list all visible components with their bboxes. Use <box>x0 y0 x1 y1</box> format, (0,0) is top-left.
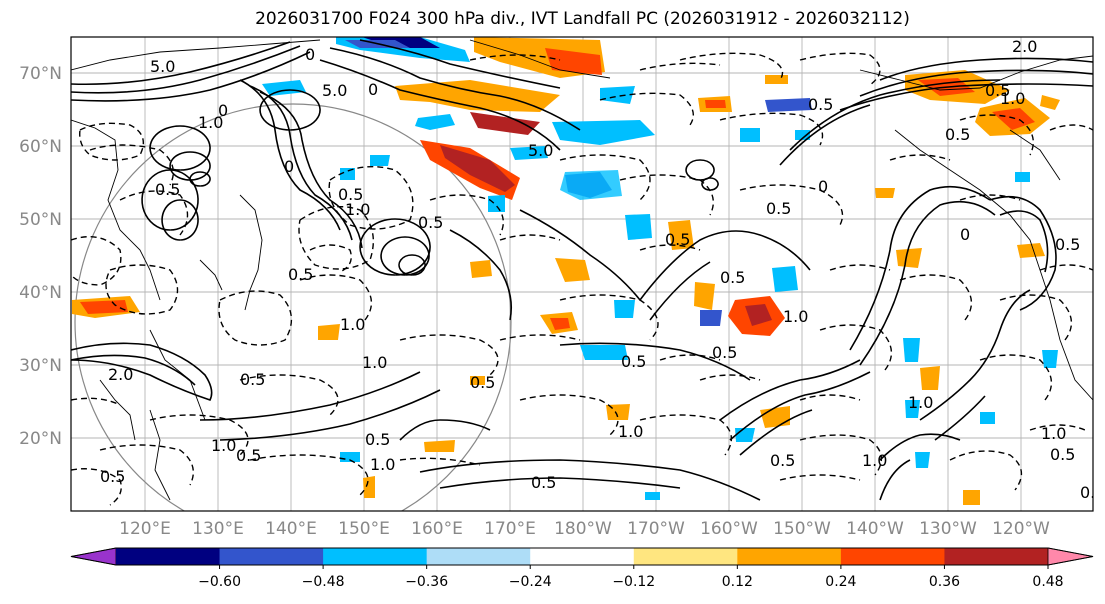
longitude-label: 160°E <box>411 519 463 539</box>
contour-label: 1.0 <box>345 200 370 219</box>
contour-label: 0.5 <box>288 265 313 284</box>
colorbar-outline <box>70 547 1094 566</box>
colorbar-segment <box>840 548 945 565</box>
contour-label: 0.5 <box>418 213 443 232</box>
div-positive-contours <box>71 39 1093 501</box>
colorbar-segment <box>530 548 635 565</box>
longitude-label: 120°E <box>119 519 171 539</box>
latitude-label: 50°N <box>19 210 62 230</box>
range-circle <box>74 103 512 511</box>
contour-label: 0.5 <box>155 180 180 199</box>
latitude-labels: 70°N 60°N 50°N 40°N 30°N 20°N <box>19 64 62 449</box>
contour-label: 2.0 <box>108 365 133 384</box>
contour-label: 2.0 <box>1012 37 1037 56</box>
contour-labels: 5.001.05.000.51.000.55.02.00.51.00.50.50… <box>100 37 1105 502</box>
contour-label: 1.0 <box>862 451 887 470</box>
contour-label: 0.5 <box>1050 445 1075 464</box>
latitude-label: 70°N <box>19 64 62 84</box>
colorbar-tick-label: 0.12 <box>722 574 753 590</box>
colorbar-tick-label: −0.24 <box>509 574 552 590</box>
longitude-label: 140°W <box>846 519 904 539</box>
contour-label: 0.5 <box>621 352 646 371</box>
contour-label: 0.5 <box>470 373 495 392</box>
colorbar-extend-low <box>70 547 117 566</box>
contour-label: 5.0 <box>150 57 175 76</box>
colorbar-tick-label: 0.36 <box>929 574 960 590</box>
colorbar-tick-labels: −0.60 −0.48 −0.36 −0.24 −0.12 0.12 0.24 0.36 0.4… <box>198 565 1064 590</box>
contour-label: 0.5 <box>712 343 737 362</box>
colorbar-tick-label: 0.48 <box>1032 574 1063 590</box>
colorbar-segment <box>426 548 531 565</box>
longitude-label: 150°E <box>338 519 390 539</box>
coastlines <box>71 39 1093 501</box>
contour-label: 0 <box>818 177 828 196</box>
contour-label: 0.5 <box>1055 235 1080 254</box>
colorbar <box>70 547 1094 566</box>
contour-label: 0.5 <box>945 125 970 144</box>
colorbar-tick-label: −0.48 <box>302 574 345 590</box>
contour-label: 0.5 <box>766 199 791 218</box>
contour-label: 0 <box>960 225 970 244</box>
contour-label: 0.5 <box>531 473 556 492</box>
contour-label: 1.0 <box>908 393 933 412</box>
contour-label: 1.0 <box>211 436 236 455</box>
contour-label: 1.0 <box>618 422 643 441</box>
contour-label: 5.0 <box>528 141 553 160</box>
map-frame <box>70 36 1094 512</box>
contour-label: 0.5 <box>338 185 363 204</box>
longitude-label: 150°W <box>773 519 831 539</box>
colorbar-segment <box>944 548 1049 565</box>
latitude-label: 60°N <box>19 137 62 157</box>
contour-label: 5.0 <box>322 81 347 100</box>
colorbar-tick-label: 0.24 <box>825 574 856 590</box>
contour-label: 1.0 <box>1000 89 1025 108</box>
contour-label: 0.5 <box>808 95 833 114</box>
colorbar-segment <box>219 548 324 565</box>
longitude-label: 170°W <box>627 519 685 539</box>
contour-label: 1.0 <box>370 455 395 474</box>
contour-label: 0 <box>284 157 294 176</box>
contour-label: 1.0 <box>340 315 365 334</box>
contour-label: 0.5 <box>240 370 265 389</box>
contour-label: 1.0 <box>198 113 223 132</box>
colorbar-segment <box>323 548 428 565</box>
contour-label: 0.5 <box>665 230 690 249</box>
longitude-label: 130°E <box>192 519 244 539</box>
longitude-label: 170°E <box>484 519 536 539</box>
contour-label: 1.0 <box>1041 424 1066 443</box>
divergence-shading <box>72 37 1060 505</box>
contour-label: 0.5 <box>236 446 261 465</box>
contour-label: 0.5 <box>985 81 1010 100</box>
contour-label: 0.5 <box>720 268 745 287</box>
longitude-label: 140°E <box>265 519 317 539</box>
contour-label: 0.5 <box>365 430 390 449</box>
contour-label: 0 <box>368 80 378 99</box>
latitude-label: 30°N <box>19 356 62 376</box>
contour-label: 1.0 <box>362 353 387 372</box>
colorbar-segment <box>737 548 842 565</box>
latitude-label: 40°N <box>19 283 62 303</box>
colorbar-extend-high <box>1047 547 1094 566</box>
longitude-label: 160°W <box>700 519 758 539</box>
longitude-labels: 120°E 130°E 140°E 150°E 160°E 170°E 180°W 170°W… <box>119 519 1050 539</box>
contour-label: 1.0 <box>783 307 808 326</box>
colorbar-tick-label: −0.12 <box>612 574 655 590</box>
colorbar-tick-label: −0.60 <box>198 574 241 590</box>
colorbar-tick-label: −0.36 <box>405 574 448 590</box>
longitude-label: 130°W <box>919 519 977 539</box>
contour-label: 0 <box>305 45 315 64</box>
contour-label: 0.5 <box>770 451 795 470</box>
contour-label: 0.5 <box>1080 483 1105 502</box>
longitude-label: 120°W <box>992 519 1050 539</box>
map-title: 2026031700 F024 300 hPa div., IVT Landfa… <box>255 9 910 29</box>
contour-label: 0 <box>218 101 228 120</box>
longitude-label: 180°W <box>554 519 612 539</box>
colorbar-segment <box>116 548 221 565</box>
latitude-label: 20°N <box>19 429 62 449</box>
contour-label: 0.5 <box>100 467 125 486</box>
div-negative-contours <box>71 52 1093 506</box>
colorbar-segment <box>633 548 738 565</box>
